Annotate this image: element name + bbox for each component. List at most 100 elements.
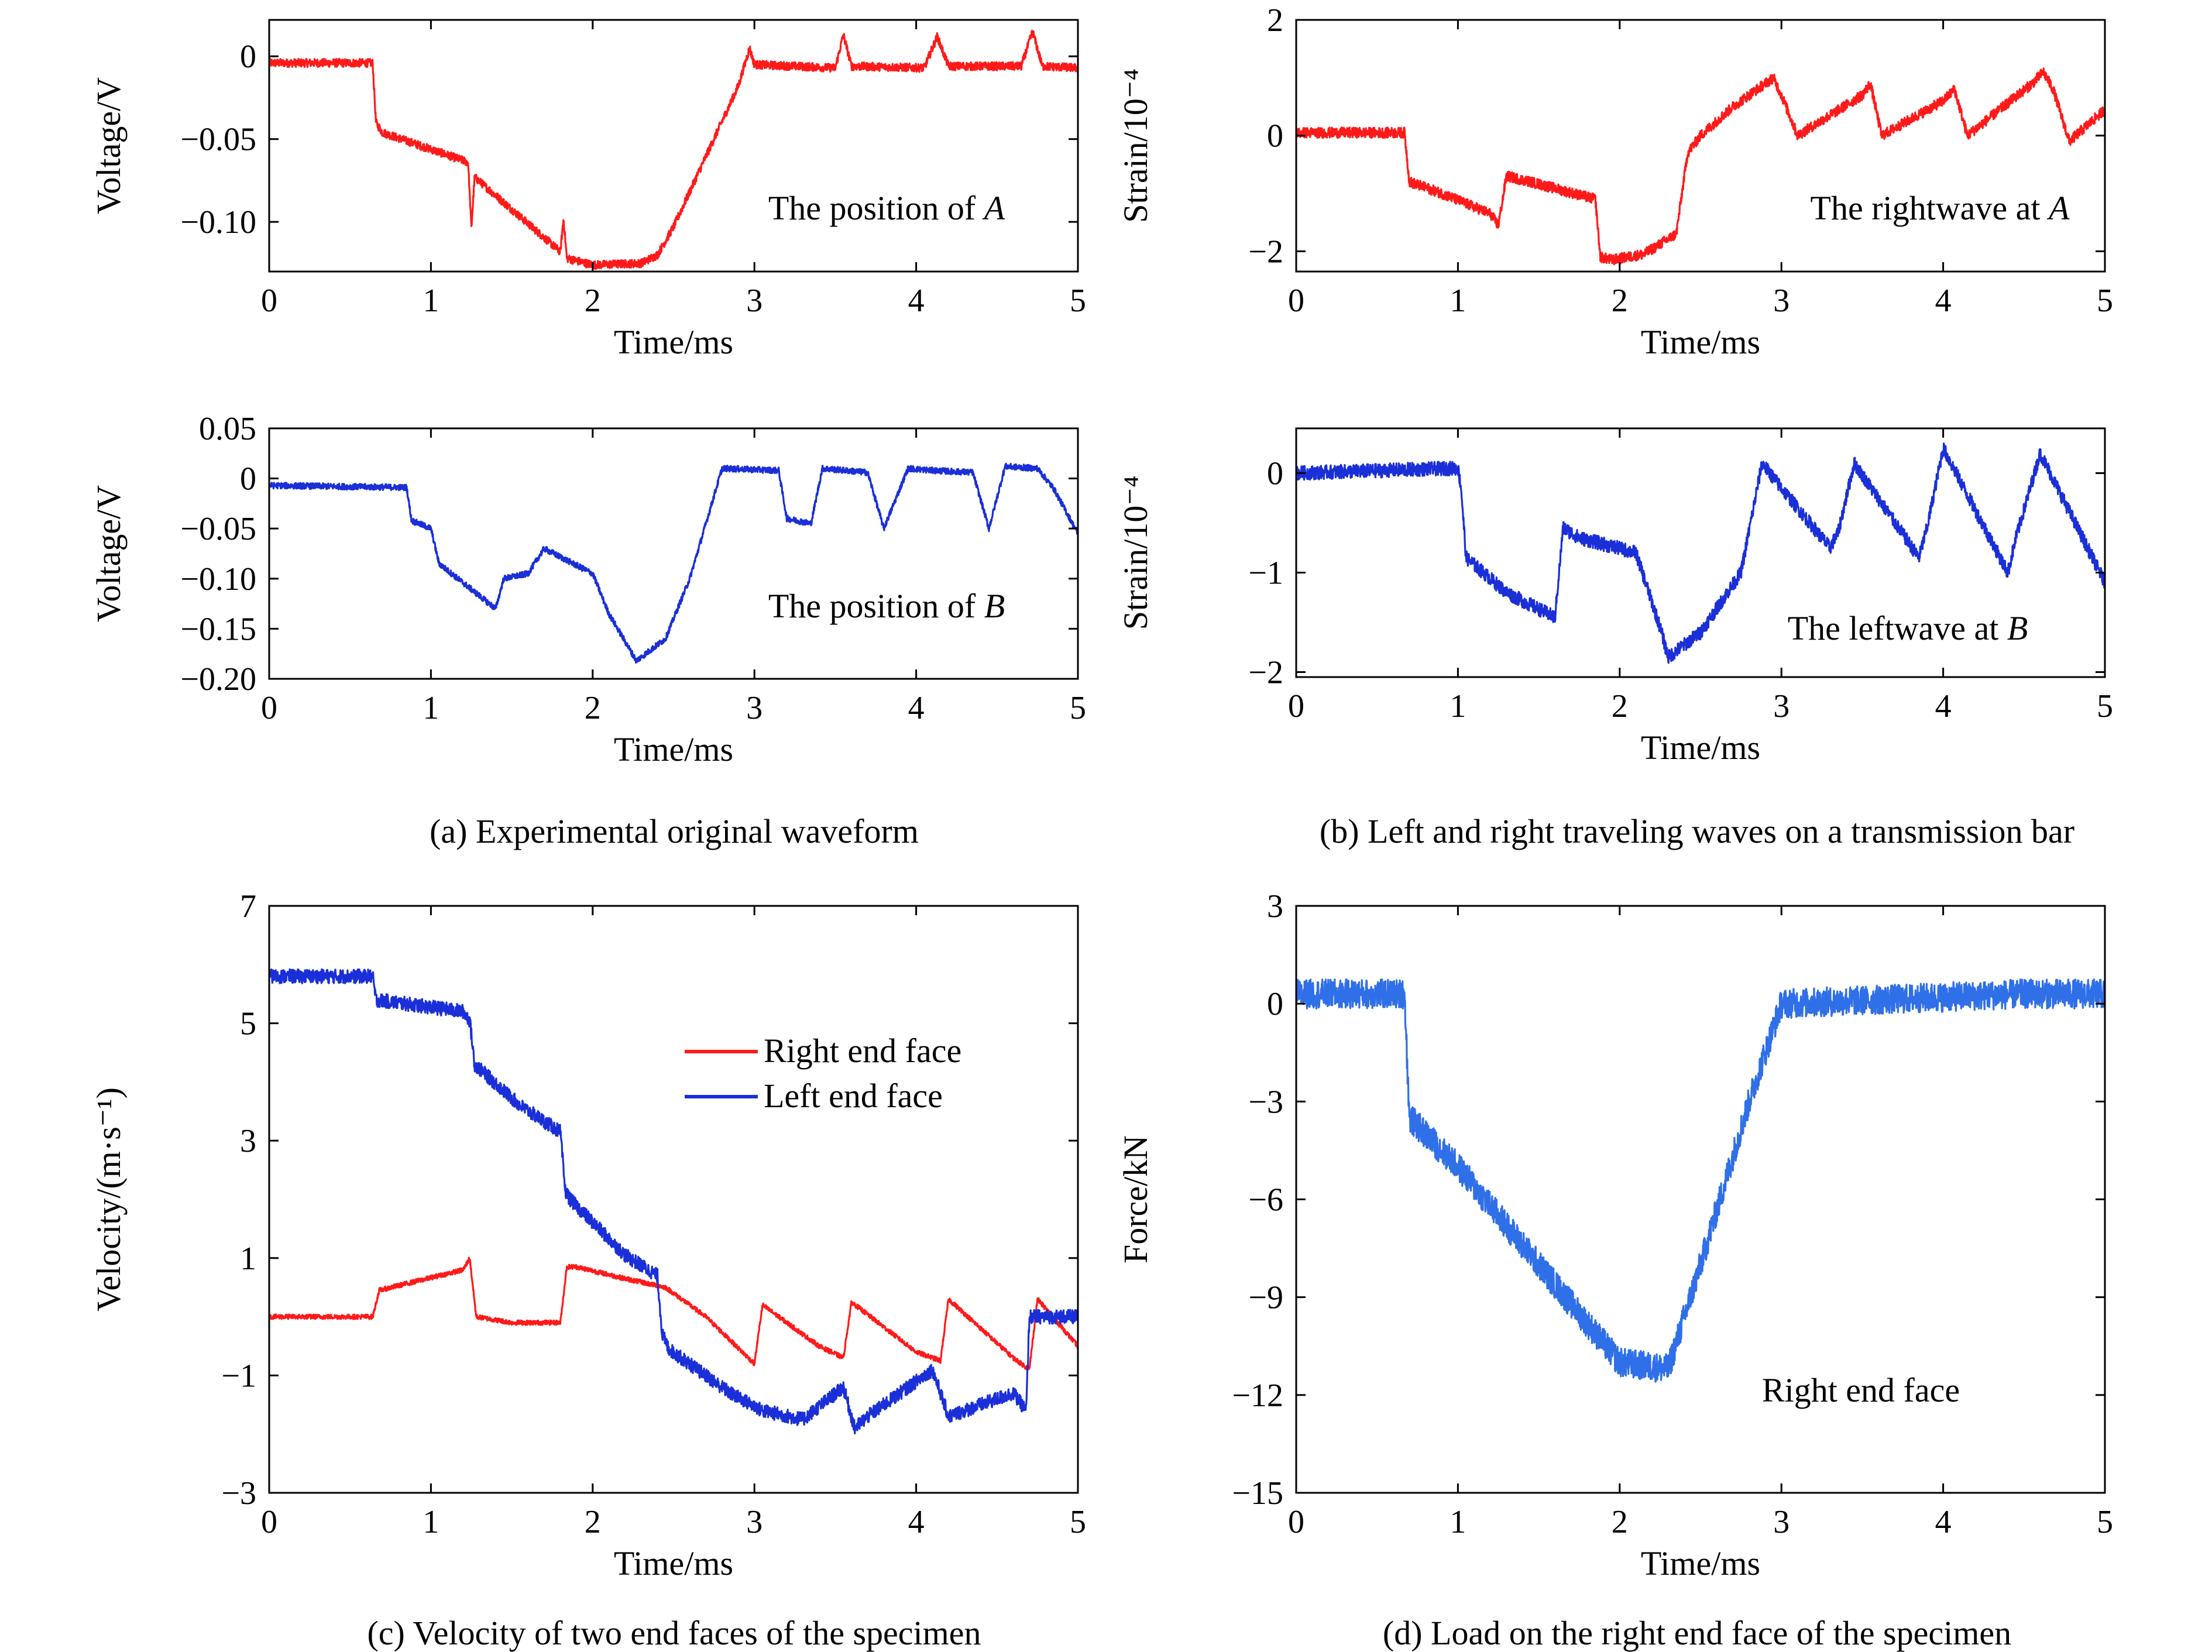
y-tick-label: −0.05: [180, 511, 256, 547]
x-tick-label: 4: [1935, 1504, 1952, 1540]
panel-annotation: The leftwave at B: [1788, 609, 2028, 647]
plot-frame: [268, 427, 1079, 680]
y-tick-label: 0: [240, 39, 256, 75]
caption-c: (c) Velocity of two end faces of the spe…: [367, 1614, 981, 1652]
y-tick-label: −6: [1248, 1182, 1283, 1218]
x-tick-label: 0: [261, 283, 277, 319]
x-tick-label: 5: [2097, 1504, 2113, 1540]
y-tick-label: −1: [221, 1358, 256, 1394]
x-tick-label: 3: [746, 690, 762, 726]
y-tick-label: 0.05: [199, 411, 256, 447]
y-axis-label: Force/kN: [1117, 1135, 1155, 1263]
y-tick-label: 3: [240, 1123, 256, 1159]
annotation-italic: A: [982, 189, 1005, 227]
x-tick-label: 0: [261, 1504, 277, 1540]
plot-frame: [1295, 19, 2106, 273]
series-line-b2-0: [1296, 442, 2105, 664]
plot-frame: [268, 19, 1079, 273]
y-tick-label: −0.15: [180, 611, 256, 647]
chart-a1: 0 1 2 3 4 5 0 −0.05 −0.10 Time/ms Voltage/V The pos…: [90, 19, 1086, 361]
y-tick-label: −0.10: [180, 204, 256, 241]
legend-entry: Right end face: [764, 1032, 961, 1070]
y-tick-label: 3: [1267, 888, 1283, 925]
annotation-text: The leftwave at: [1788, 609, 2007, 647]
series-line-a1-0: [269, 30, 1078, 270]
annotation-text: The position of: [768, 189, 984, 227]
x-tick-label: 2: [1612, 688, 1628, 724]
series-line-d-0: [1296, 978, 2105, 1383]
annotation-text: Right end face: [1762, 1371, 1960, 1409]
x-axis-label: Time/ms: [1641, 323, 1760, 361]
x-axis-label: Time/ms: [1641, 729, 1760, 767]
legend: Right end face Left end face: [685, 1032, 961, 1115]
x-axis-label: Time/ms: [614, 323, 733, 361]
y-tick-label: −2: [1248, 655, 1283, 691]
x-tick-label: 2: [585, 1504, 601, 1540]
y-tick-label: 0: [1267, 986, 1283, 1022]
y-tick-label: −0.05: [180, 122, 256, 158]
x-tick-label: 0: [1288, 688, 1304, 724]
x-axis-label: Time/ms: [614, 1544, 733, 1582]
plot-frame: [268, 905, 1079, 1494]
chart-d: 0 1 2 3 4 5 3 0 −3 −6 −9 −12 −15 Time/ms Force/kN Right…: [1117, 888, 2113, 1582]
x-tick-label: 4: [1935, 688, 1952, 724]
y-tick-label: −2: [1248, 233, 1283, 270]
x-tick-label: 3: [1773, 688, 1789, 724]
annotation-italic: B: [984, 587, 1005, 625]
x-tick-label: 5: [1070, 1504, 1086, 1540]
panel-annotation: The position of A: [768, 189, 1005, 227]
caption-a: (a) Experimental original waveform: [430, 812, 919, 850]
x-tick-label: 3: [746, 1504, 762, 1540]
series-line-c-1: [269, 968, 1078, 1434]
x-tick-label: 3: [1773, 1504, 1789, 1540]
x-tick-label: 0: [1288, 283, 1304, 319]
x-tick-label: 5: [1070, 283, 1086, 319]
x-tick-label: 5: [1070, 690, 1086, 726]
x-tick-label: 2: [1612, 1504, 1628, 1540]
x-tick-label: 1: [1450, 688, 1466, 724]
x-tick-label: 1: [423, 1504, 439, 1540]
x-tick-label: 2: [585, 283, 601, 319]
chart-c: 0 1 2 3 4 5 7 5 3 1 −1 −3 Time/ms Velocity/(m·s⁻¹) Rig…: [90, 888, 1086, 1582]
x-tick-label: 1: [1450, 283, 1466, 319]
y-tick-label: 7: [240, 888, 256, 925]
y-tick-label: −3: [1248, 1084, 1283, 1120]
y-axis-label: Strain/10⁻⁴: [1117, 68, 1155, 223]
y-axis-label: Voltage/V: [90, 77, 128, 214]
y-axis-label: Voltage/V: [90, 485, 128, 622]
x-tick-label: 5: [2097, 283, 2113, 319]
annotation-italic: A: [2046, 189, 2070, 227]
series-line-b1-0: [1296, 67, 2105, 266]
panel-annotation: The rightwave at A: [1811, 189, 2070, 227]
annotation-italic: B: [2007, 609, 2028, 647]
x-tick-label: 2: [585, 690, 601, 726]
y-tick-label: 2: [1267, 2, 1283, 39]
plots: 0 1 2 3 4 5 0 −0.05 −0.10 Time/ms Voltage/V The pos…: [90, 2, 2113, 1582]
x-axis-label: Time/ms: [614, 730, 733, 768]
x-tick-label: 3: [746, 283, 762, 319]
x-tick-label: 5: [2097, 688, 2113, 724]
y-tick-label: 5: [240, 1006, 256, 1042]
legend-entry: Left end face: [764, 1077, 943, 1115]
y-tick-label: −0.20: [180, 661, 256, 698]
annotation-text: The position of: [768, 587, 984, 625]
x-tick-label: 1: [423, 690, 439, 726]
y-tick-label: 0: [1267, 456, 1283, 492]
x-tick-label: 0: [1288, 1504, 1304, 1540]
chart-a2: 0 1 2 3 4 5 0.05 0 −0.05 −0.10 −0.15 −0.20 Time/ms Vo…: [90, 411, 1086, 768]
y-tick-label: −9: [1248, 1280, 1283, 1316]
caption-b: (b) Left and right traveling waves on a …: [1320, 812, 2074, 850]
y-axis-label: Strain/10⁻⁴: [1117, 476, 1155, 630]
x-axis-label: Time/ms: [1641, 1544, 1760, 1582]
y-tick-label: 0: [1267, 118, 1283, 154]
y-tick-label: 0: [240, 461, 256, 497]
chart-b2: 0 1 2 3 4 5 0 −1 −2 Time/ms Strain/10⁻⁴ The leftwav…: [1117, 427, 2113, 767]
series-line-a2-0: [269, 462, 1078, 664]
y-tick-label: −3: [221, 1475, 256, 1512]
x-tick-label: 4: [908, 283, 925, 319]
annotation-text: The rightwave at: [1811, 189, 2049, 227]
y-tick-label: 1: [240, 1241, 256, 1277]
plot-frame: [1295, 427, 2106, 678]
